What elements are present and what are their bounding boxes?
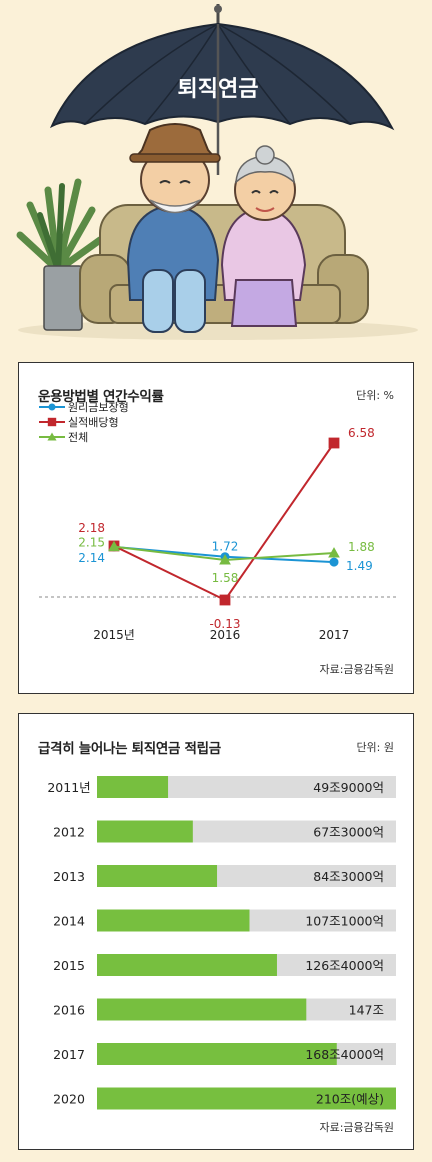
bar-row: 2014 107조1000억 (53, 909, 396, 932)
series-2 (108, 540, 340, 565)
chart-title: 급격히 늘어나는 퇴직연금 적립금 (38, 741, 221, 757)
point-marker (219, 554, 231, 565)
grandmother-figure (220, 145, 307, 327)
bar-row: 2020 210조(예상) (53, 1087, 396, 1110)
data-label: 2.14 (78, 551, 105, 565)
point-marker (328, 437, 340, 449)
point-marker (48, 403, 56, 411)
umbrella: 퇴직연금 (49, 4, 395, 175)
bar (97, 998, 307, 1021)
point-marker (329, 557, 339, 567)
legend-item: 전체 (39, 431, 88, 444)
x-tick-label: 2015년 (93, 628, 135, 642)
bar (97, 820, 193, 843)
bar-row: 2017 168조4000억 (53, 1043, 396, 1065)
category-label: 2015 (53, 958, 85, 973)
umbrella-label: 퇴직연금 (178, 77, 259, 102)
retirement-pension-illustration: 퇴직연금 (16, 4, 418, 340)
potted-plant (16, 178, 104, 331)
category-label: 2012 (53, 825, 85, 840)
category-label: 2016 (53, 1003, 85, 1018)
data-label: 1.58 (212, 571, 239, 585)
floor-shadow (18, 320, 418, 340)
bar (97, 865, 218, 887)
point-marker (47, 417, 57, 427)
legend-label: 원리금보장형 (68, 401, 129, 414)
legend-label: 실적배당형 (68, 416, 119, 429)
value-label: 84조3000억 (313, 869, 384, 884)
data-label: 1.88 (348, 540, 375, 554)
category-label: 2011년 (47, 780, 90, 795)
point-marker (108, 540, 120, 552)
chart-unit: 단위: % (356, 389, 394, 402)
category-label: 2017 (53, 1047, 85, 1062)
category-label: 2020 (53, 1092, 85, 1107)
value-label: 147조 (349, 1003, 384, 1018)
chart-title: 운용방법별 연간수익률 (38, 389, 164, 405)
data-label: 6.58 (348, 426, 375, 440)
chart-source: 자료:금융감독원 (319, 663, 394, 676)
bar (97, 776, 169, 798)
chart-unit: 단위: 원 (356, 741, 394, 754)
bar (97, 1043, 337, 1065)
legend-item: 원리금보장형 (39, 401, 129, 414)
x-tick-label: 2017 (319, 628, 350, 642)
bar-track (97, 776, 396, 798)
x-tick-label: 2016 (210, 628, 241, 642)
data-label: 1.72 (212, 540, 239, 554)
bar-row: 2013 84조3000억 (53, 865, 396, 887)
legend-label: 전체 (68, 431, 88, 444)
bar (97, 909, 250, 932)
value-label: 210조(예상) (316, 1092, 384, 1107)
legend-item: 실적배당형 (39, 416, 119, 429)
point-marker (219, 594, 231, 606)
bar-row: 2016 147조 (53, 998, 396, 1021)
value-label: 168조4000억 (305, 1047, 384, 1062)
chart-source: 자료:금융감독원 (319, 1121, 394, 1134)
category-label: 2014 (53, 914, 85, 929)
bar-row: 2015 126조4000억 (53, 954, 396, 976)
bar-row: 2011년 49조9000억 (47, 776, 396, 798)
bar-row: 2012 67조3000억 (53, 820, 396, 843)
data-label: 2.18 (78, 521, 105, 535)
point-marker (47, 432, 57, 441)
value-label: 107조1000억 (305, 914, 384, 929)
value-label: 67조3000억 (313, 825, 384, 840)
data-label: 2.15 (78, 536, 105, 550)
value-label: 49조9000억 (313, 780, 384, 795)
category-label: 2013 (53, 869, 85, 884)
bar (97, 1087, 396, 1110)
value-label: 126조4000억 (305, 958, 384, 973)
grandfather-figure (126, 123, 221, 333)
data-label: 1.49 (346, 559, 373, 573)
bar (97, 954, 277, 976)
pension-reserve-chart-panel: 급격히 늘어나는 퇴직연금 적립금 단위: 원 2011년 49조9000억 201… (18, 713, 414, 1150)
point-marker (328, 547, 340, 558)
data-label: -0.13 (209, 617, 240, 631)
